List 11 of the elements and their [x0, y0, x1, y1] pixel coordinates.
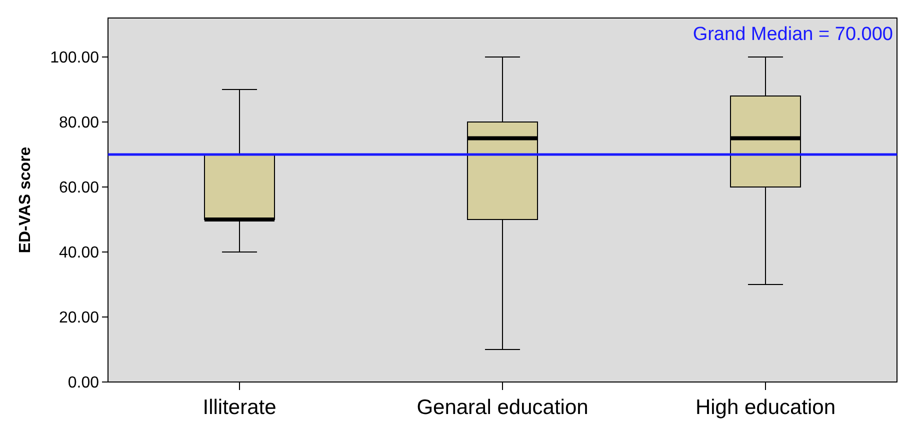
y-tick-label: 80.00 — [58, 114, 100, 132]
y-axis-title: ED-VAS score — [17, 146, 34, 254]
y-tick-label: 100.00 — [50, 50, 100, 67]
x-tick-label: Illiterate — [202, 396, 276, 419]
x-tick-label: High education — [695, 396, 836, 419]
ref-line-label: Grand Median = 70.000 — [692, 24, 893, 45]
x-tick-label: Genaral education — [416, 396, 588, 419]
y-tick-label: 20.00 — [58, 310, 100, 327]
y-tick-label: 40.00 — [58, 244, 100, 262]
y-tick-label: 0.00 — [68, 374, 100, 392]
y-tick-label: 60.00 — [58, 180, 100, 197]
